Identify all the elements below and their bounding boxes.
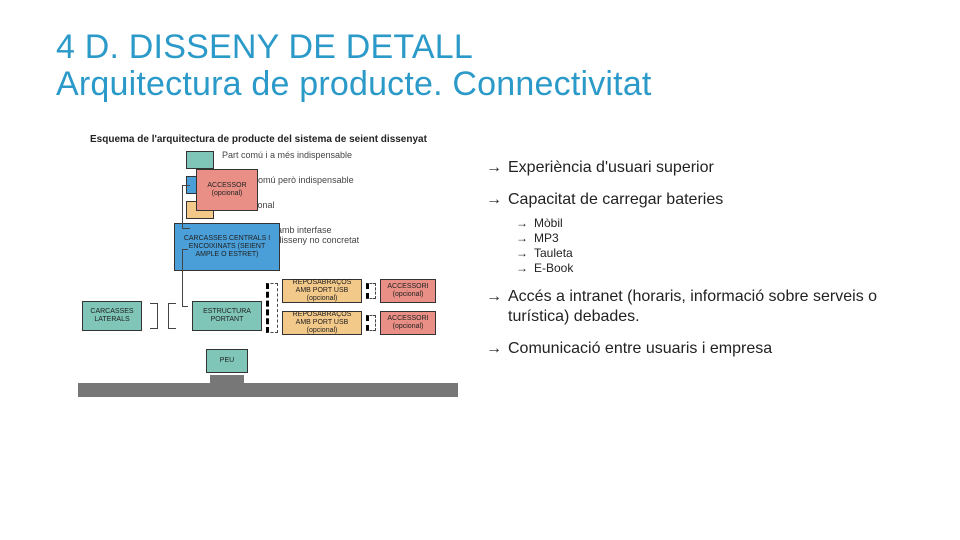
bullet-item: → Accés a intranet (horaris, informació … [486,287,904,327]
bullet-text: Experiència d'usuari superior [508,158,714,178]
arrow-icon: → [516,246,528,260]
connector-bracket [150,303,158,329]
bullet-item: → Experiència d'usuari superior [486,158,904,178]
bullet-text: Accés a intranet (horaris, informació so… [508,287,904,327]
connector-dashed [366,283,376,299]
connector-dashed [266,283,278,333]
connector-bracket [182,185,190,229]
sub-bullet-text: E-Book [534,261,573,275]
slide: 4 D. DISSENY DE DETALL Arquitectura de p… [0,0,960,540]
arrow-icon: → [516,261,528,275]
title-line-1: 4 D. DISSENY DE DETALL [56,28,904,67]
arrow-icon: → [486,339,502,359]
bullet-text: Capacitat de carregar bateries [508,190,723,210]
title-line-2: Arquitectura de producte. Connectivitat [56,65,904,104]
block-carcasses-lat: CARCASSES LATERALS [82,301,142,331]
arrow-icon: → [486,158,502,178]
arrow-icon: → [516,231,528,245]
diagram-area: Part comú i a més indispensable Part no … [56,151,466,431]
sub-bullet-text: Tauleta [534,246,573,260]
block-reposabracos-1: REPOSABRAÇOS AMB PORT USB (opcional) [282,279,362,303]
block-estructura: ESTRUCTURA PORTANT [192,301,262,331]
diagram-caption: Esquema de l'arquitectura de producte de… [90,134,466,145]
bullet-text: Comunicació entre usuaris i empresa [508,339,772,359]
sub-bullet-list: → Mòbil → MP3 → Tauleta → E-Book [516,216,904,275]
diagram-footer-bar [78,383,458,397]
arrow-icon: → [486,190,502,210]
sub-bullet-item: → E-Book [516,261,904,275]
diagram-blocks: ACCESSOR (opcional) CARCASSES CENTRALS I… [78,151,448,431]
block-carcasses-cent: CARCASSES CENTRALS I ENCOIXINATS (SEIENT… [174,223,280,271]
connector-bracket [168,303,176,329]
sub-bullet-text: Mòbil [534,216,563,230]
connector-dashed [366,315,376,331]
diagram-column: Esquema de l'arquitectura de producte de… [56,134,466,431]
title-block: 4 D. DISSENY DE DETALL Arquitectura de p… [56,28,904,104]
block-accessori-1: ACCESSORI (opcional) [380,279,436,303]
arrow-icon: → [516,216,528,230]
diagram-footer-notch [210,375,244,383]
sub-bullet-item: → MP3 [516,231,904,245]
connector-bracket [182,249,188,307]
bullets-column: → Experiència d'usuari superior → Capaci… [466,134,904,431]
bullet-item: → Capacitat de carregar bateries [486,190,904,210]
block-peu: PEU [206,349,248,373]
block-accessor: ACCESSOR (opcional) [196,169,258,211]
body-row: Esquema de l'arquitectura de producte de… [56,134,904,431]
arrow-icon: → [486,287,502,307]
block-reposabracos-2: REPOSABRAÇOS AMB PORT USB (opcional) [282,311,362,335]
block-accessori-2: ACCESSORI (opcional) [380,311,436,335]
sub-bullet-item: → Tauleta [516,246,904,260]
bullet-item: → Comunicació entre usuaris i empresa [486,339,904,359]
sub-bullet-item: → Mòbil [516,216,904,230]
sub-bullet-text: MP3 [534,231,559,245]
